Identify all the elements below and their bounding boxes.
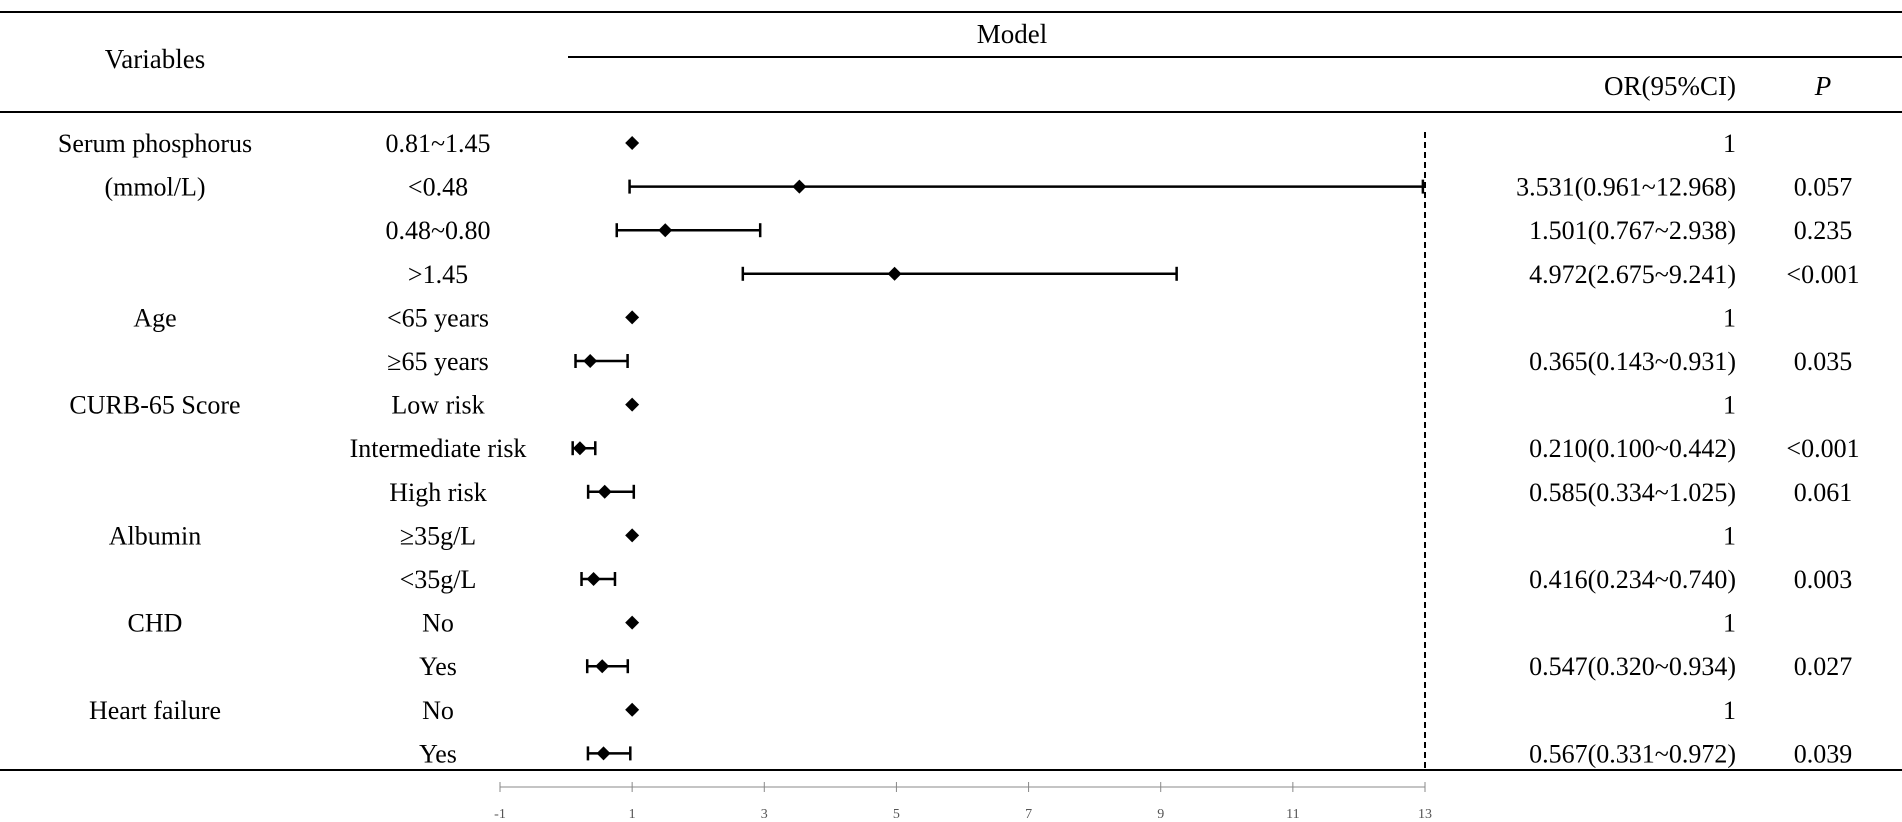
x-axis-ticks: -1 1 3 5 7 9 11 13	[494, 782, 1432, 822]
level-label: Low risk	[391, 391, 484, 420]
or-point	[625, 310, 640, 325]
level-label: No	[422, 696, 454, 725]
variable-label: Age	[133, 303, 176, 332]
level-label: Yes	[419, 739, 457, 768]
variable-label: CURB-65 Score	[69, 391, 240, 420]
level-label: No	[422, 609, 454, 638]
variable-label: Heart failure	[89, 696, 221, 725]
or-point	[887, 266, 902, 281]
or-point	[572, 441, 587, 456]
or-ci-value: 4.972(2.675~9.241)	[1529, 260, 1736, 289]
or-point	[595, 659, 610, 674]
or-ci-value: 3.531(0.961~12.968)	[1516, 173, 1736, 202]
p-value: 0.027	[1794, 652, 1853, 681]
or-point	[658, 223, 673, 238]
or-ci-value: 1	[1723, 129, 1736, 158]
level-label: Yes	[419, 652, 457, 681]
level-label: 0.81~1.45	[385, 129, 490, 158]
variable-label: (mmol/L)	[104, 173, 205, 202]
or-ci-value: 0.585(0.334~1.025)	[1529, 478, 1736, 507]
or-ci-value: 0.210(0.100~0.442)	[1529, 434, 1736, 463]
x-tick-label: 7	[1025, 807, 1032, 822]
or-point	[596, 746, 611, 761]
model-header: Model	[977, 19, 1048, 49]
or-ci-value: 1	[1723, 391, 1736, 420]
variable-label: CHD	[128, 609, 183, 638]
p-value: 0.003	[1794, 565, 1853, 594]
or-ci-value: 1.501(0.767~2.938)	[1529, 216, 1736, 245]
variable-label: Albumin	[109, 521, 201, 550]
level-label: <35g/L	[400, 565, 477, 594]
or-ci-header: OR(95%CI)	[1604, 71, 1736, 101]
level-label: Intermediate risk	[350, 434, 527, 463]
or-ci-value: 0.547(0.320~0.934)	[1529, 652, 1736, 681]
level-label: <65 years	[387, 303, 489, 332]
level-label: ≥65 years	[387, 347, 489, 376]
or-point	[625, 397, 640, 412]
p-value: 0.235	[1794, 216, 1853, 245]
p-value: <0.001	[1786, 434, 1859, 463]
or-point	[792, 179, 807, 194]
level-label: <0.48	[408, 173, 468, 202]
p-value: <0.001	[1786, 260, 1859, 289]
or-point	[597, 484, 612, 499]
or-ci-value: 1	[1723, 609, 1736, 638]
x-tick-label: 13	[1418, 807, 1432, 822]
or-point	[583, 354, 598, 368]
or-point	[625, 136, 640, 150]
level-label: 0.48~0.80	[385, 216, 490, 245]
or-point	[625, 702, 640, 717]
x-tick-label: 9	[1157, 807, 1164, 822]
p-value: 0.039	[1794, 739, 1853, 768]
x-tick-label: 5	[893, 807, 900, 822]
x-tick-label: -1	[494, 807, 506, 822]
p-value: 0.057	[1794, 173, 1853, 202]
level-label: ≥35g/L	[400, 521, 476, 550]
x-tick-label: 1	[629, 807, 636, 822]
variables-header: Variables	[105, 44, 205, 74]
or-ci-value: 0.365(0.143~0.931)	[1529, 347, 1736, 376]
or-ci-value: 0.416(0.234~0.740)	[1529, 565, 1736, 594]
p-value: 0.035	[1794, 347, 1853, 376]
or-ci-value: 1	[1723, 696, 1736, 725]
or-point	[625, 615, 640, 630]
level-label: >1.45	[408, 260, 468, 289]
or-ci-value: 1	[1723, 303, 1736, 332]
or-point	[586, 572, 601, 586]
x-tick-label: 3	[761, 807, 768, 822]
variable-label: Serum phosphorus	[58, 129, 252, 158]
level-label: High risk	[389, 478, 487, 507]
or-ci-value: 1	[1723, 521, 1736, 550]
or-point	[625, 528, 640, 543]
forest-rows: Serum phosphorus (mmol/L) 0.81~1.45 1 <0.48 3…	[58, 129, 1860, 768]
x-tick-label: 11	[1286, 807, 1299, 822]
p-value: 0.061	[1794, 478, 1853, 507]
or-ci-value: 0.567(0.331~0.972)	[1529, 739, 1736, 768]
p-header: P	[1814, 71, 1832, 101]
